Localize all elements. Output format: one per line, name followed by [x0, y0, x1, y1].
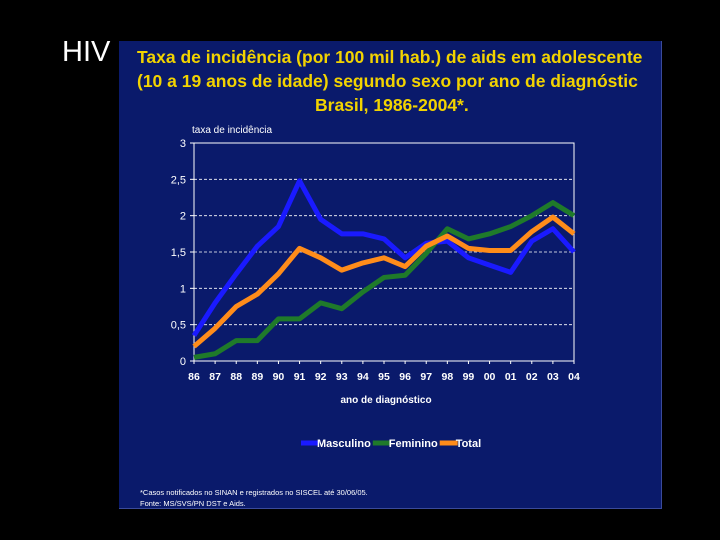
slide-title: HIV	[62, 36, 111, 68]
x-tick-label: 94	[357, 371, 369, 383]
x-tick-label: 04	[568, 371, 580, 383]
x-tick-label: 88	[230, 371, 242, 383]
x-tick-label: 02	[526, 371, 538, 383]
chart-title-line-3: Brasil, 1986-2004*.	[315, 95, 469, 115]
line-chart: 0 0,5 1 1,5 2 2,5 3 86 87 88 89 90 91 92 93 94 95 96 97 98 9…	[171, 125, 580, 450]
legend-label-total: Total	[456, 438, 481, 450]
x-tick-label: 87	[209, 371, 221, 383]
y-tick-label: 2	[180, 211, 186, 223]
x-axis-label: ano de diagnóstico	[340, 395, 431, 406]
x-tick-label: 00	[484, 371, 496, 383]
chart-title-line-2: (10 a 19 anos de idade) segundo sexo por…	[137, 71, 638, 91]
y-tick-label: 1	[180, 283, 186, 295]
x-tick-label: 96	[399, 371, 411, 383]
x-tick-label: 93	[336, 371, 348, 383]
x-tick-label: 91	[294, 371, 306, 383]
y-tick-label: 2,5	[171, 174, 186, 186]
x-tick-label: 97	[420, 371, 432, 383]
series-line-masculino	[191, 178, 576, 337]
x-tick-label: 01	[505, 371, 517, 383]
y-tick-label: 0,5	[171, 320, 186, 332]
x-tick-label: 98	[441, 371, 453, 383]
series-line-total	[192, 214, 576, 349]
y-tick-label: 0	[180, 356, 186, 368]
x-tick-label: 03	[547, 371, 559, 383]
x-tick-label: 86	[188, 371, 200, 383]
x-tick-label: 89	[251, 371, 263, 383]
x-tick-label: 90	[273, 371, 285, 383]
y-axis-label: taxa de incidência	[192, 125, 272, 136]
chart-title-line-1: Taxa de incidência (por 100 mil hab.) de…	[137, 47, 643, 67]
footnote: *Casos notificados no SINAN e registrado…	[140, 487, 368, 508]
chart-title: Taxa de incidência (por 100 mil hab.) de…	[119, 45, 661, 117]
series-line-feminino	[193, 200, 576, 360]
y-tick-label: 3	[180, 138, 186, 150]
footnote-source: Fonte: MS/SVS/PN DST e Aids.	[140, 499, 246, 508]
y-tick-label: 1,5	[171, 247, 186, 259]
x-tick-label: 99	[463, 371, 475, 383]
x-tick-label: 95	[378, 371, 390, 383]
chart-panel: Taxa de incidência (por 100 mil hab.) de…	[119, 41, 662, 509]
legend-label-feminino: Feminino	[389, 438, 438, 450]
footnote-note: *Casos notificados no SINAN e registrado…	[140, 488, 368, 497]
legend-label-masculino: Masculino	[317, 438, 371, 450]
x-tick-label: 92	[315, 371, 327, 383]
